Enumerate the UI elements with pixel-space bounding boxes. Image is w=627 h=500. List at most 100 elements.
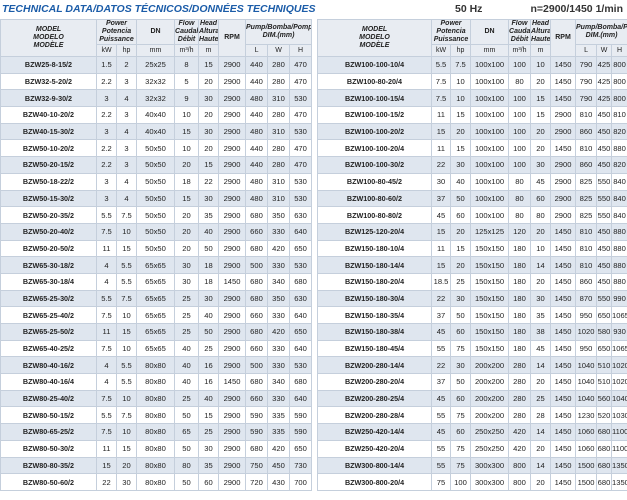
header-label: MODELO [33,34,64,41]
cell: 530 [289,356,313,375]
cell: 530 [289,122,313,141]
model-cell: BZW65-40-25/2 [0,339,97,358]
cell: 7.5 [115,289,138,308]
cell: 30 [198,89,220,108]
cell: 550 [596,289,613,308]
cell: 1450 [550,439,577,458]
data-row: BZW300-800-20/4 75 100 300x300 800 20 1450 1500… [317,473,627,491]
data-row: BZW65-30-18/4 4 5.5 65x65 30 18 1450 680 340 680 [0,272,313,291]
cell: 5 [174,72,200,91]
cell: 1450 [550,72,577,91]
model-cell: BZW100-80-20/4 [317,72,432,91]
unit: mm [470,44,510,57]
unit: W [596,44,613,57]
cell: 10 [115,423,138,441]
cell: 15 [174,122,200,141]
title: TECHNICAL DATA/DATOS TÉCNICOS/DONNÉES TE… [2,3,316,15]
cell: 20 [449,122,472,141]
cell: 100x100 [470,189,510,208]
cell: 10 [530,56,552,74]
header: TECHNICAL DATA/DATOS TÉCNICOS/DONNÉES TE… [0,0,627,18]
cell: 100x100 [470,72,510,91]
cell: 75 [449,439,472,458]
cell: 55 [431,406,451,425]
cell: 7.5 [96,339,117,358]
cell: 180 [508,289,532,308]
data-row: BZW65-25-30/2 5.5 7.5 65x65 25 30 2900 680 350 63… [0,289,313,308]
cell: 800 [508,456,532,475]
cell: 30 [449,356,472,375]
cell: 250x250 [470,423,510,441]
cell: 15 [115,439,138,458]
cell: 440 [245,106,269,124]
cell: 280 [267,106,291,124]
cell: 30 [174,256,200,274]
cell: 40 [198,389,220,408]
cell: 310 [267,89,291,108]
cell: 50x50 [136,206,176,224]
cell: 30 [198,122,220,141]
cell: 4 [115,122,138,141]
cell: 2.2 [96,106,117,124]
data-row: BZW150-180-38/4 45 60 150x150 180 38 1450 1020 5… [317,323,627,341]
cell: 1100 [611,439,627,458]
cell: 450 [596,272,613,291]
cell: 300x300 [470,456,510,475]
cell: 11 [431,106,451,124]
unit: mm [136,44,176,57]
cell: 280 [508,356,532,375]
cell: 100x100 [470,206,510,224]
data-row: BZW50-18-22/2 3 4 50x50 18 22 2900 480 310 530 [0,172,313,191]
cell: 880 [611,239,627,258]
cell: 10 [115,339,138,358]
cell: 200x200 [470,389,510,408]
cell: 80x80 [136,423,176,441]
model-cell: BZW125-120-20/4 [317,222,432,241]
model-cell: BZW50-15-30/2 [0,189,97,208]
model-cell: BZW250-420-14/4 [317,423,432,441]
data-row: BZW80-65-25/2 7.5 10 80x80 65 25 2900 590 335 590 [0,423,313,441]
cell: 660 [245,389,269,408]
cell: 2.2 [96,72,117,91]
data-row: BZW40-15-30/2 3 4 40x40 15 30 2900 480 310 530 [0,122,313,141]
cell: 2900 [550,156,577,174]
cell: 35 [530,306,552,324]
cell: 680 [596,439,613,458]
cell: 50 [449,189,472,208]
cell: 120 [508,222,532,241]
data-row: BZW200-280-14/4 22 30 200x200 280 14 1450 1040 5… [317,356,627,375]
model-cell: BZW65-30-18/2 [0,256,97,274]
cell: 1450 [550,373,577,391]
cell: 470 [289,56,313,74]
cell: 640 [289,389,313,408]
cell: 10 [449,89,472,108]
cell: 18 [198,256,220,274]
cell: 80x80 [136,406,176,425]
cell: 2900 [218,239,247,258]
cell: 870 [575,289,598,308]
cell: 450 [596,222,613,241]
cell: 1060 [575,439,598,458]
cell: 2900 [218,389,247,408]
cell: 2900 [218,106,247,124]
data-row: BZW32-5-20/2 2.2 3 32x32 5 20 2900 440 280 470 [0,72,313,91]
cell: 790 [575,89,598,108]
data-row: BZW100-80-80/2 45 60 100x100 80 80 2900 825 550 8… [317,206,627,224]
cell: 20 [530,222,552,241]
cell: 50x50 [136,189,176,208]
cell: 50 [198,323,220,341]
cell: 30 [530,289,552,308]
cell: 280 [267,56,291,74]
cell: 150x150 [470,306,510,324]
cell: 80 [174,456,200,475]
cell: 10 [115,306,138,324]
cell: 1450 [218,272,247,291]
unit: kW [96,44,117,57]
cell: 720 [245,473,269,491]
cell: 180 [508,306,532,324]
cell: 20 [174,239,200,258]
cell: 2900 [218,456,247,475]
cell: 480 [245,89,269,108]
